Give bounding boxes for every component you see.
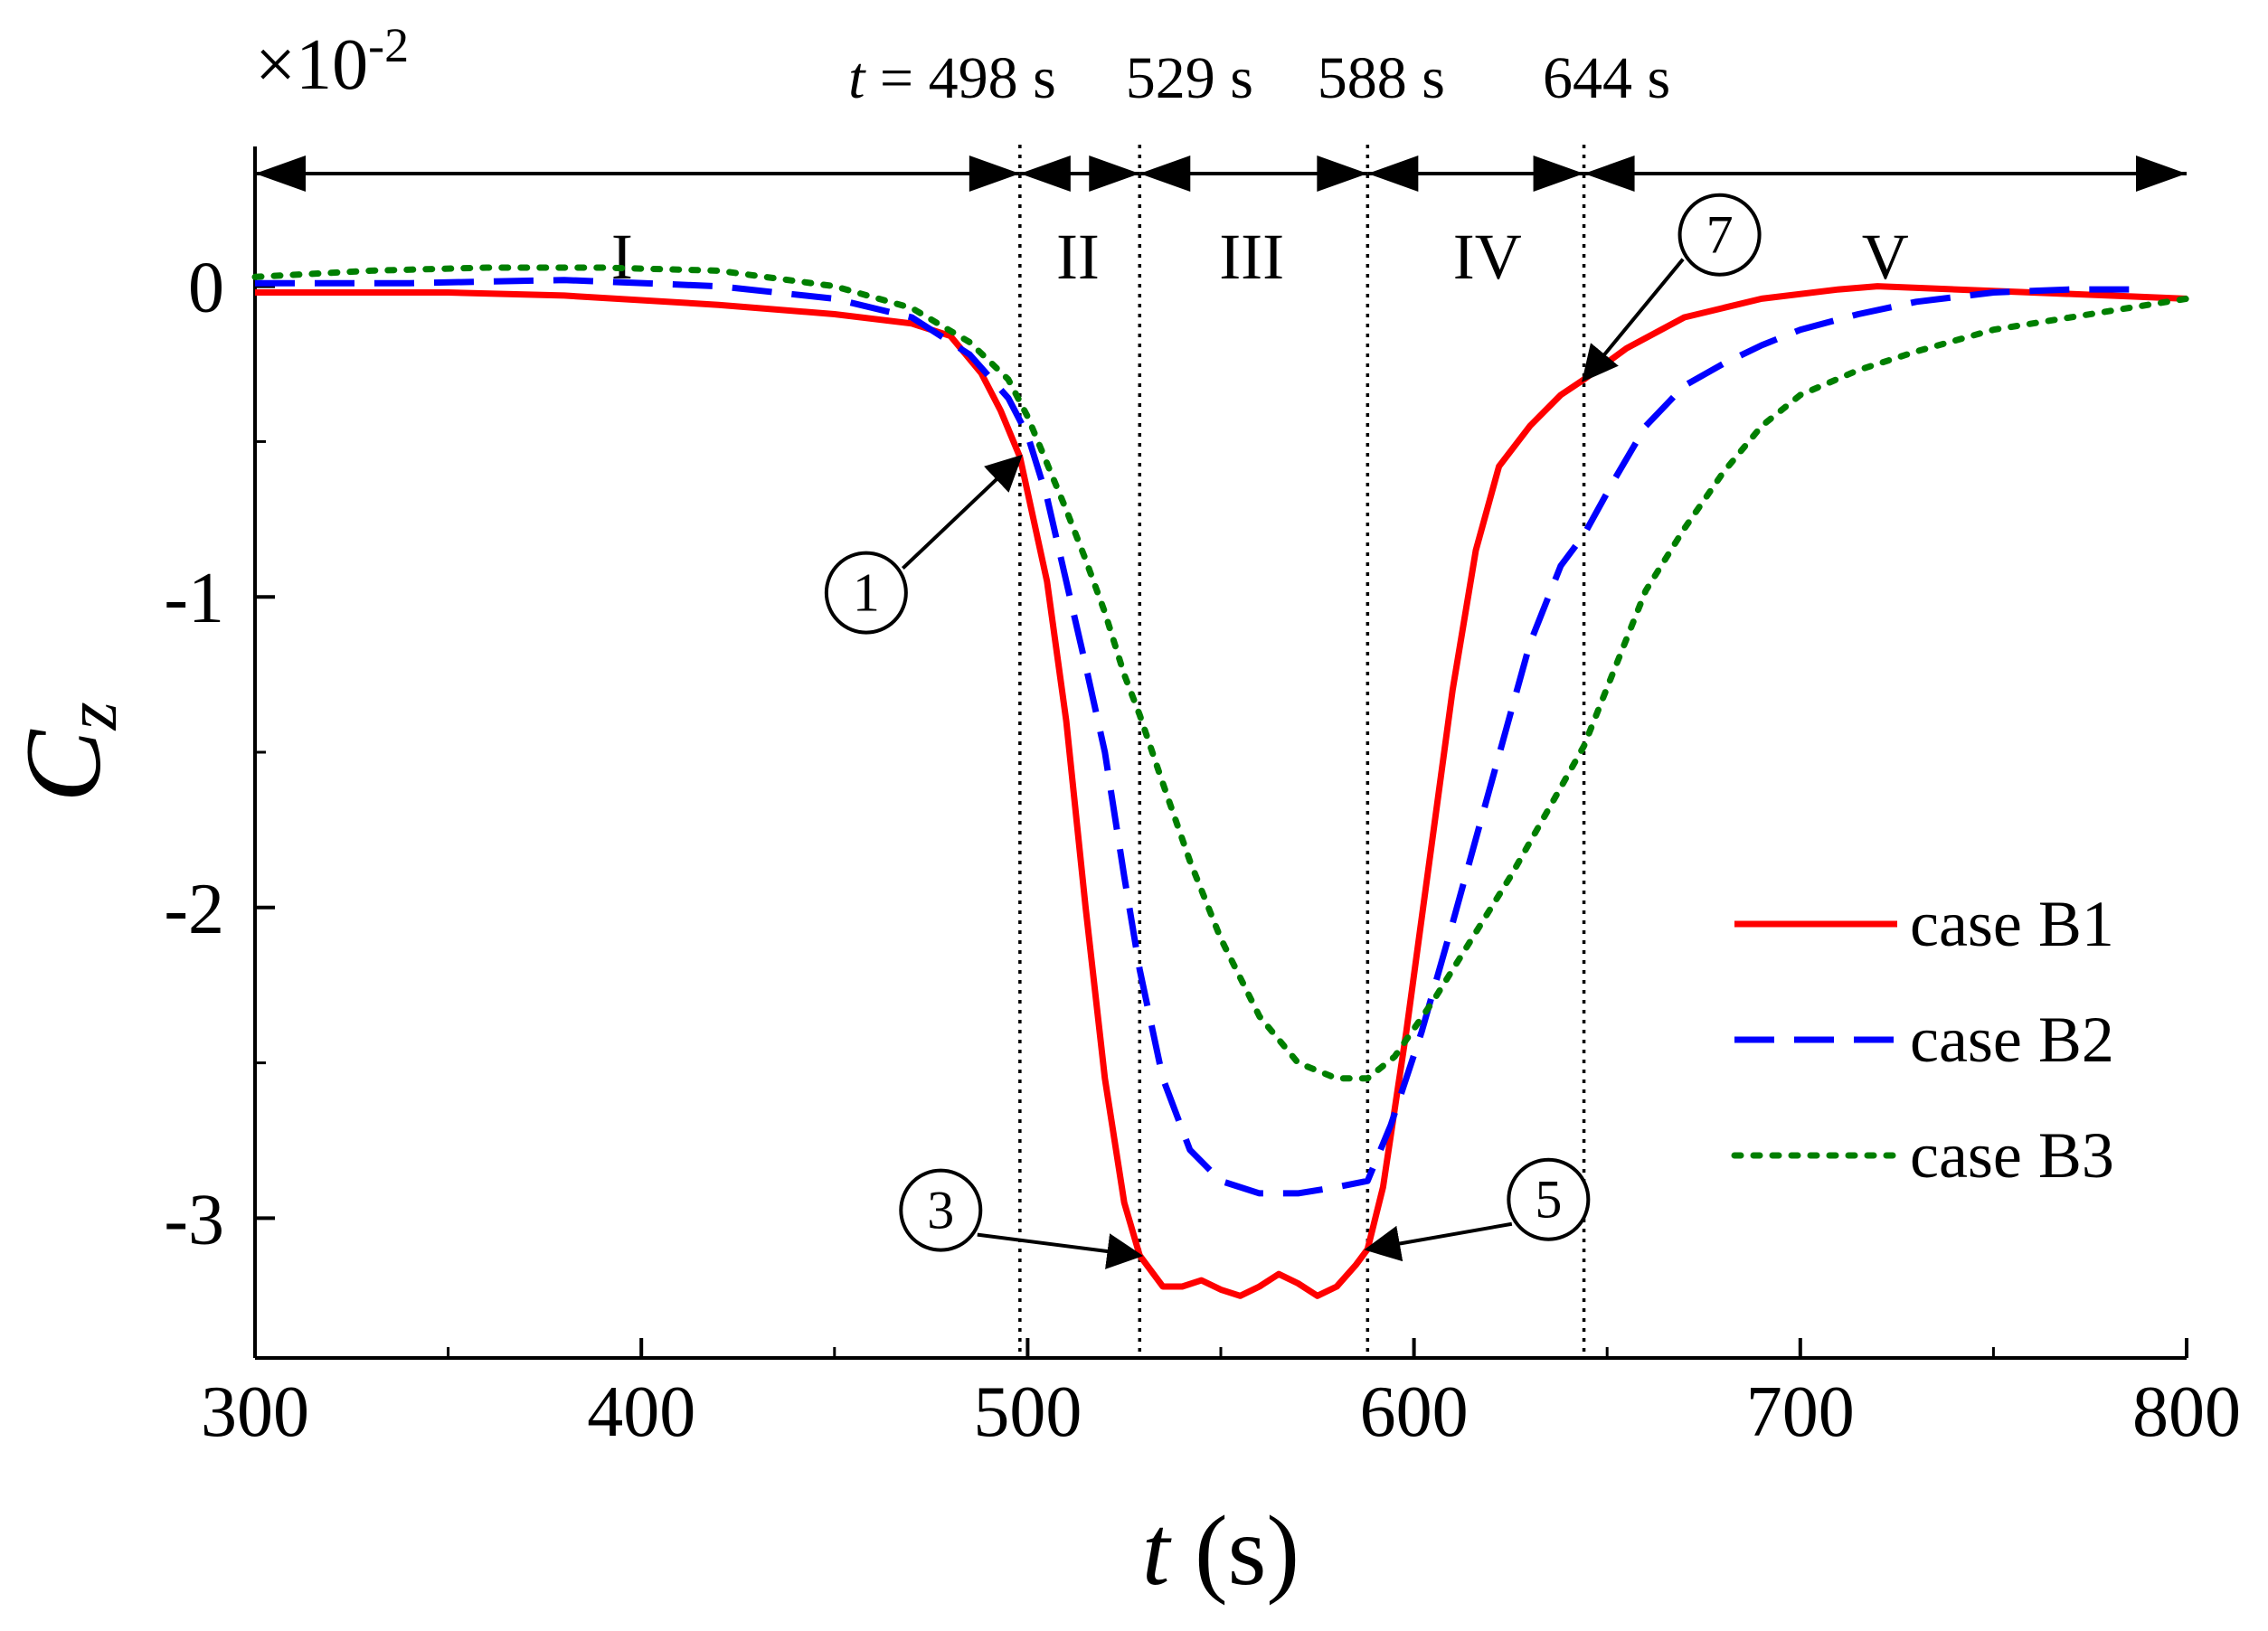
time-label-529: 529 s xyxy=(1126,45,1253,111)
phase-arrow-right xyxy=(969,156,1020,192)
x-tick-label-700: 700 xyxy=(1746,1372,1855,1452)
region-label-II: II xyxy=(1056,221,1100,293)
region-label-V: V xyxy=(1862,221,1909,293)
annotation-arrow-2 xyxy=(977,1232,1144,1269)
legend-label-3: case B3 xyxy=(1910,1119,2114,1192)
x-tick-label-600: 600 xyxy=(1360,1372,1469,1452)
time-label-498: t = 498 s xyxy=(848,45,1056,111)
series-line-case-b3 xyxy=(251,264,2190,1082)
y-tick-label-1: -1 xyxy=(164,559,224,638)
x-tick-label-800: 800 xyxy=(2132,1372,2241,1452)
annotation-arrow-1 xyxy=(901,454,1023,570)
legend-label-1: case B1 xyxy=(1910,888,2114,960)
y-tick-label-2: -2 xyxy=(164,870,224,949)
phase-arrow-right xyxy=(1533,156,1584,192)
annotation-label-3: 5 xyxy=(1535,1170,1562,1230)
x-axis-title-var: t xyxy=(1142,1495,1172,1606)
y-axis-title-var: C xyxy=(3,729,123,803)
phase-arrow-left xyxy=(1139,156,1191,192)
region-label-III: III xyxy=(1219,221,1284,293)
annotation-arrow-3 xyxy=(1364,1221,1513,1262)
region-label-I: I xyxy=(611,221,633,293)
annotation-layer: 1 3 5 7 xyxy=(824,193,1762,1269)
x-tick-label-300: 300 xyxy=(201,1372,309,1452)
annotation-label-1: 1 xyxy=(853,563,880,623)
annotation-label-2: 3 xyxy=(927,1181,954,1240)
series-layer xyxy=(251,264,2190,1299)
series-line-case-b2 xyxy=(255,277,2149,1197)
phase-arrow-left xyxy=(1367,156,1419,192)
phase-arrow-right xyxy=(1317,156,1368,192)
phase-arrow-right xyxy=(1089,156,1140,192)
y-scale-exponent: -2 xyxy=(368,18,409,72)
legend: case B1 case B2 case B3 xyxy=(1731,888,2114,1192)
annotation-circle-2 xyxy=(899,1168,983,1252)
y-tick-label-3: -3 xyxy=(164,1180,224,1259)
time-label-value: 498 s xyxy=(929,45,1056,111)
y-axis-title-subscript: z xyxy=(52,702,132,731)
time-label-588: 588 s xyxy=(1318,45,1445,111)
y-scale-label: ×10-2 xyxy=(255,18,409,105)
x-axis-title: t (s) xyxy=(1142,1495,1299,1606)
annotation-circle-4 xyxy=(1677,193,1762,277)
x-tick-label-400: 400 xyxy=(587,1372,695,1452)
x-tick-label-500: 500 xyxy=(973,1372,1082,1452)
annotation-circle-3 xyxy=(1507,1157,1591,1241)
annotation-circle-1 xyxy=(824,551,908,635)
time-label-644: 644 s xyxy=(1543,45,1670,111)
time-label-var: t xyxy=(848,45,866,111)
phase-arrow-left xyxy=(255,156,306,192)
y-axis-title: Cz xyxy=(3,702,132,802)
phase-arrow-left xyxy=(1583,156,1635,192)
plot-area: 300 400 500 600 700 800 0 -1 -2 -3 ×10-2 t (s) Cz t =… xyxy=(3,18,2241,1606)
phase-arrow-right xyxy=(2136,156,2187,192)
series-line-case-b1 xyxy=(255,283,2188,1299)
legend-label-2: case B2 xyxy=(1910,1004,2114,1076)
phase-arrow-left xyxy=(1019,156,1071,192)
y-tick-label-0: 0 xyxy=(188,249,224,328)
annotation-arrow-4 xyxy=(1582,258,1685,382)
annotation-label-4: 7 xyxy=(1706,205,1734,265)
x-axis-title-unit: (s) xyxy=(1169,1495,1299,1606)
time-label-eq: = xyxy=(865,45,928,111)
region-label-IV: IV xyxy=(1453,221,1522,293)
